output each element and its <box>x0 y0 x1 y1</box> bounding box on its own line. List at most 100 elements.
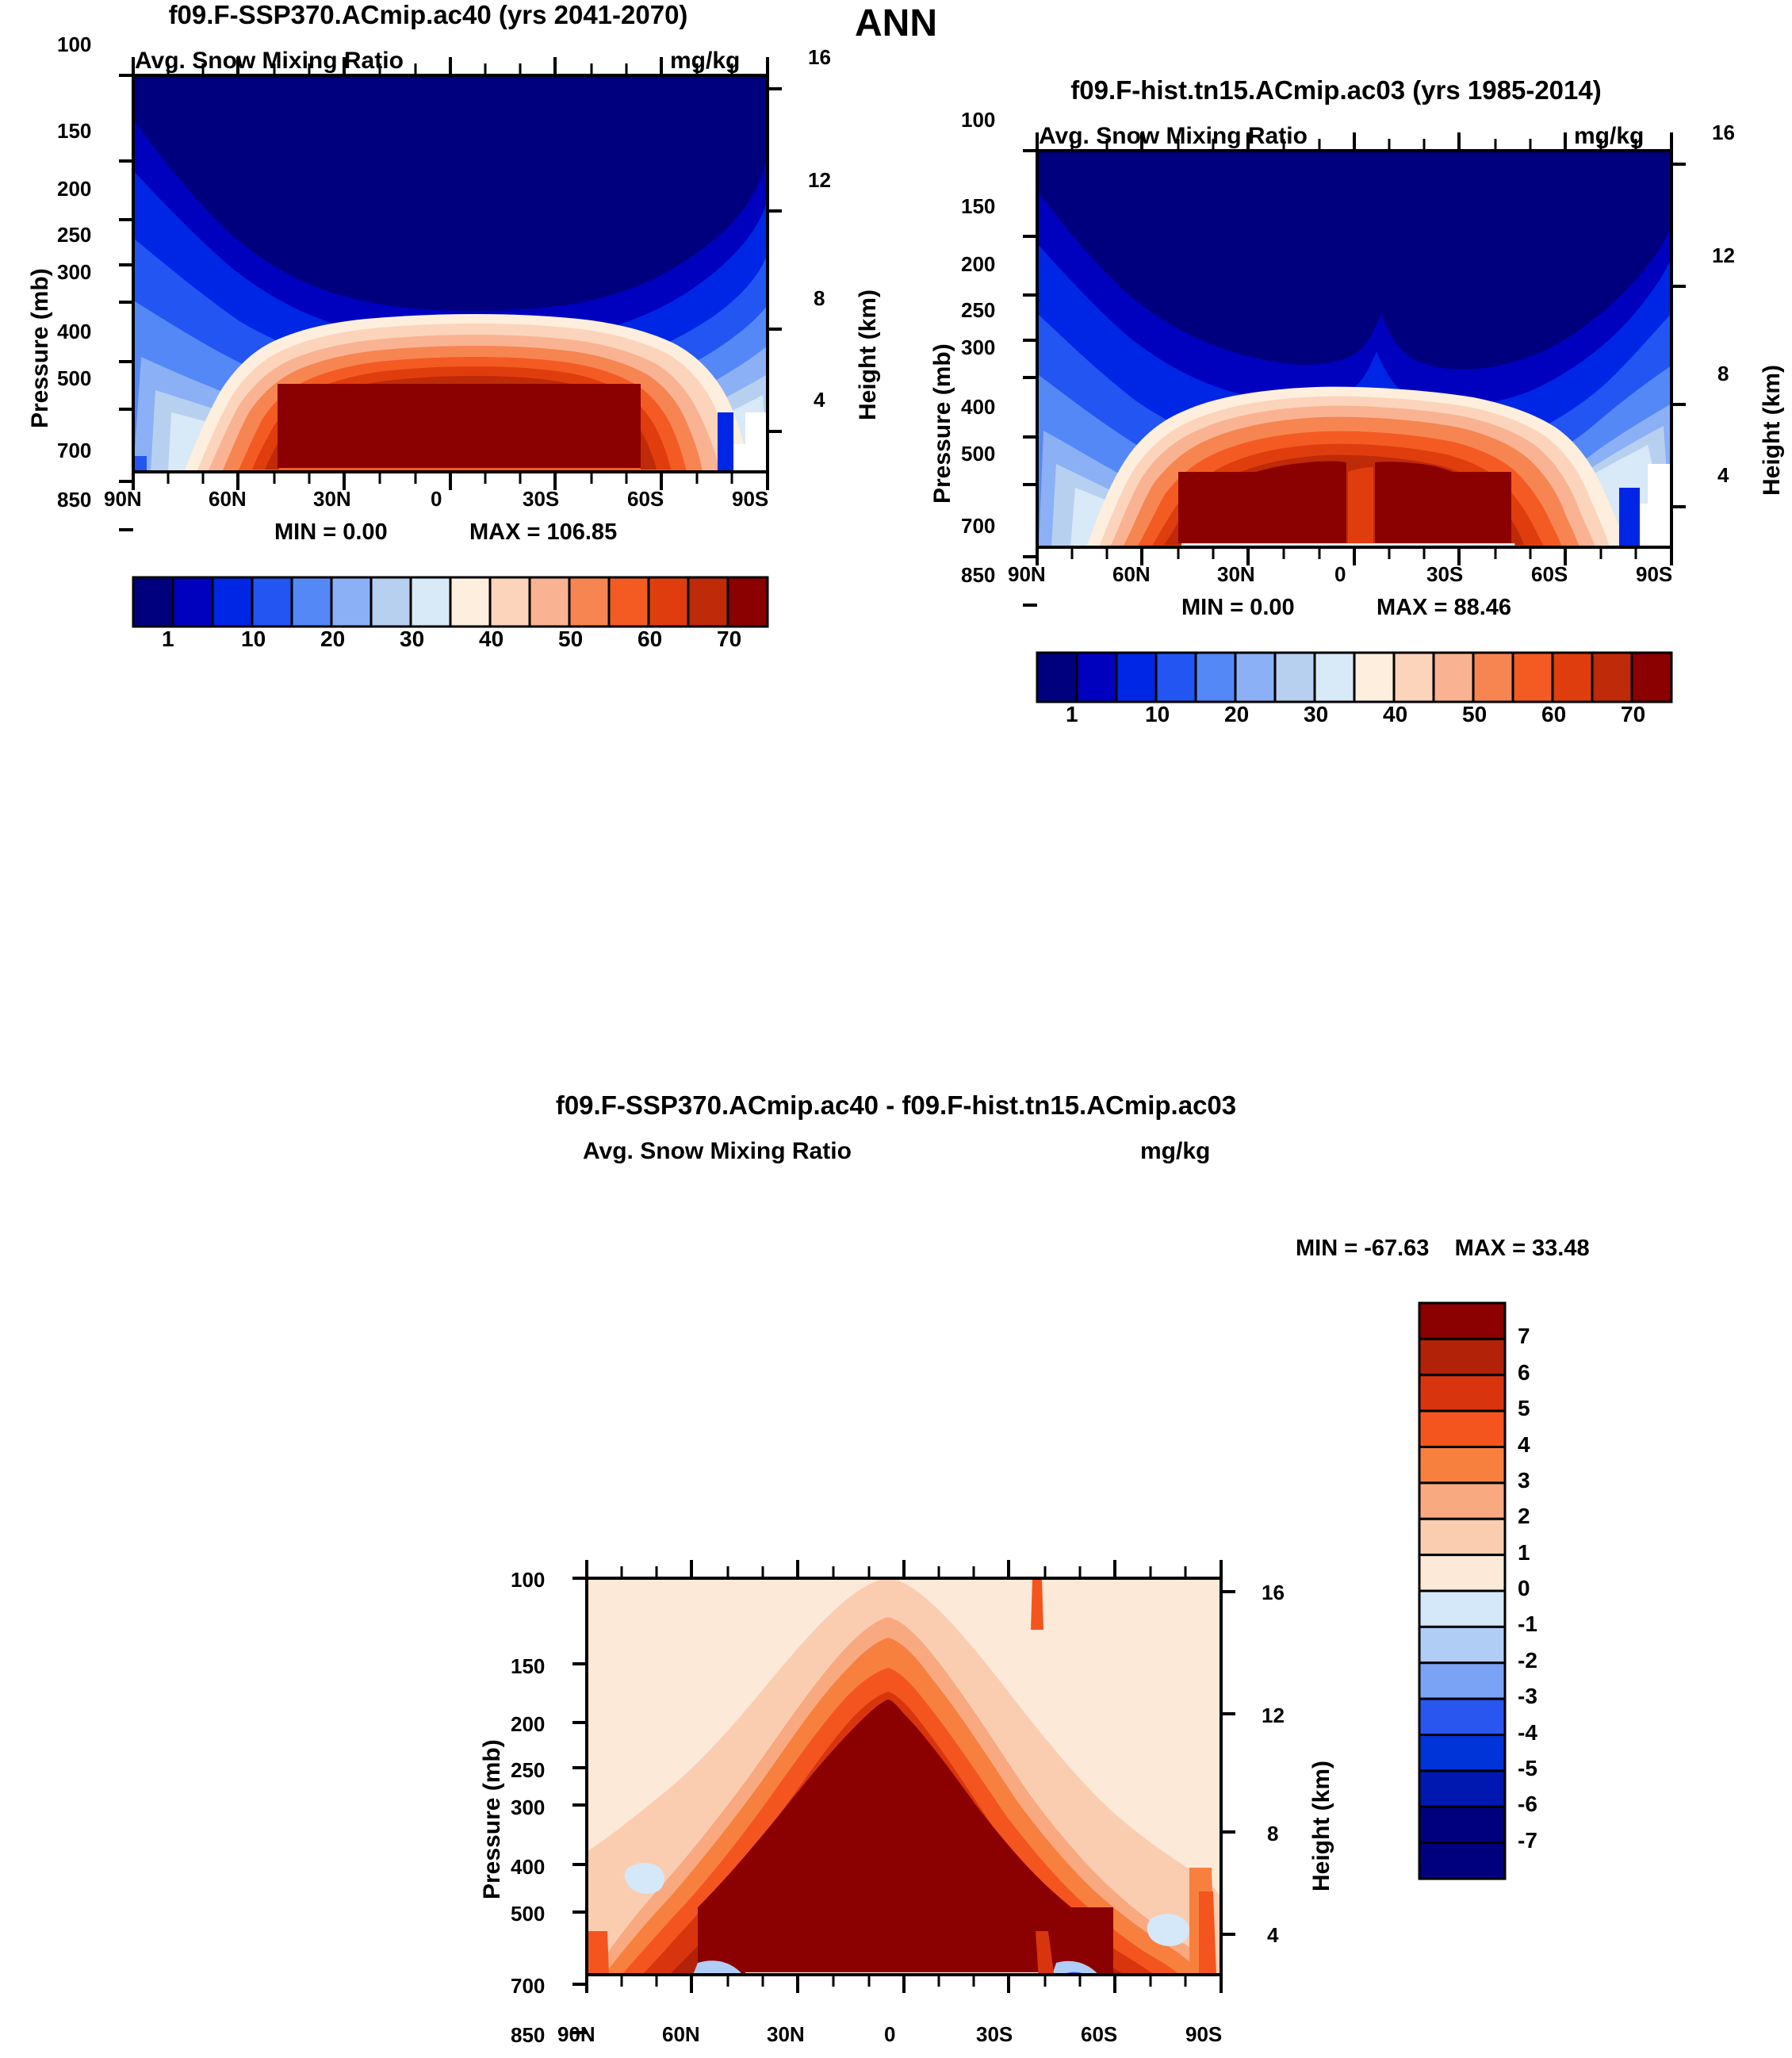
panel-top-right-plot <box>1023 132 1686 607</box>
panel-top-right-title: f09.F-hist.tn15.ACmip.ac03 (yrs 1985-201… <box>1070 75 1602 105</box>
colorbar-cell <box>330 576 373 628</box>
y-tick-label: 100 <box>511 1568 546 1592</box>
panel-bottom-diff-minmax-label: MIN = -67.63 MAX = 33.48 <box>1296 1236 1590 1262</box>
colorbar-tick-label: 1 <box>1518 1539 1530 1565</box>
x-tick-label: 90S <box>732 487 769 511</box>
colorbar-cell <box>528 576 571 628</box>
colorbar-cell <box>251 576 293 628</box>
x-tick-label: 30N <box>1217 562 1255 586</box>
y2-tick-label: 16 <box>808 45 831 69</box>
colorbar-tick-label: -2 <box>1518 1647 1537 1673</box>
colorbar-tick-label: -4 <box>1518 1719 1537 1745</box>
colorbar-tick-label: -6 <box>1518 1792 1537 1817</box>
colorbar-cell <box>1630 651 1673 703</box>
colorbar-cell <box>1194 651 1237 703</box>
colorbar-cell <box>409 576 452 628</box>
colorbar-cell <box>1353 651 1396 703</box>
y-tick-label: 300 <box>511 1795 546 1819</box>
colorbar-tick-label: 1 <box>1066 702 1078 726</box>
colorbar-tick-label: -7 <box>1518 1827 1537 1853</box>
colorbar-tick-label: 5 <box>1518 1396 1530 1421</box>
colorbar-cell <box>1273 651 1316 703</box>
abs-colorbar-right-labels: 1 10 20 30 40 50 60 70 <box>896 702 1792 734</box>
y-tick-label: 250 <box>57 223 92 247</box>
y2-tick-label: 16 <box>1262 1581 1285 1604</box>
colorbar-tick-label: 0 <box>1518 1576 1530 1600</box>
figure-suptitle: ANN <box>855 2 937 44</box>
colorbar-tick-label: 70 <box>717 627 742 651</box>
colorbar-cell <box>370 576 412 628</box>
colorbar-cell <box>1418 1589 1507 1628</box>
colorbar-cell <box>1115 651 1158 703</box>
colorbar-tick-label: 50 <box>558 627 584 651</box>
colorbar-tick-label: 30 <box>400 627 425 651</box>
colorbar-tick-label: 20 <box>320 627 346 651</box>
colorbar-tick-label: 40 <box>479 627 504 651</box>
panel-top-right-units-label: mg/kg <box>1574 123 1645 149</box>
y-tick-label: 250 <box>961 298 996 322</box>
y-tick-label: 850 <box>57 488 92 512</box>
panel-top-right-variable-label: Avg. Snow Mixing Ratio <box>1039 123 1308 149</box>
panel-top-left-min-label: MIN = 0.00 <box>274 519 388 545</box>
x-tick-label: 60S <box>627 487 664 511</box>
colorbar-tick-label: 1 <box>162 627 174 651</box>
y2-tick-label: 4 <box>814 388 825 412</box>
colorbar-cell <box>1075 651 1118 703</box>
y-tick-label: 150 <box>57 119 92 143</box>
y2-tick-label: 12 <box>1262 1704 1285 1727</box>
y-tick-label: 100 <box>961 108 996 132</box>
x-tick-label: 90N <box>104 487 142 511</box>
colorbar-cell <box>132 576 174 628</box>
colorbar-cell <box>726 576 769 628</box>
panel-top-left-plot <box>119 57 782 531</box>
colorbar-tick-label: 20 <box>1224 702 1250 726</box>
abs-colorbar-left-labels: 1 10 20 30 40 50 60 70 <box>0 627 896 658</box>
colorbar-cell <box>290 576 333 628</box>
colorbar-tick-label: -3 <box>1518 1684 1537 1709</box>
x-tick-label: 0 <box>431 487 442 511</box>
panel-bottom-diff: f09.F-SSP370.ACmip.ac40 - f09.F-hist.tn1… <box>0 1090 1792 2047</box>
diff-colorbar-labels: 7 6 5 4 3 2 1 0 -1 -2 -3 -4 -5 -6 -7 <box>1411 1297 1602 1899</box>
panel-top-right-min-label: MIN = 0.00 <box>1181 595 1295 620</box>
panel-top-left-max-label: MAX = 106.85 <box>469 519 618 545</box>
colorbar-tick-label: 70 <box>1621 702 1646 726</box>
colorbar-cell <box>449 576 492 628</box>
panel-bottom-diff-min-label: MIN = -67.63 <box>1296 1236 1430 1261</box>
y-tick-label: 400 <box>511 1855 546 1879</box>
colorbar-cell <box>1392 651 1435 703</box>
colorbar-cell <box>607 576 650 628</box>
x-tick-label: 90S <box>1636 562 1673 586</box>
panel-top-left-units-label: mg/kg <box>670 48 741 74</box>
abs-colorbar-right <box>1036 651 1673 703</box>
colorbar-cell <box>1418 1625 1507 1665</box>
colorbar-cell <box>1313 651 1356 703</box>
y-tick-label: 200 <box>57 177 92 201</box>
colorbar-cell <box>568 576 611 628</box>
panel-bottom-diff-title: f09.F-SSP370.ACmip.ac40 - f09.F-hist.tn1… <box>555 1090 1237 1120</box>
colorbar-tick-label: 40 <box>1383 702 1408 726</box>
y2-tick-label: 8 <box>814 286 825 310</box>
colorbar-tick-label: 4 <box>1518 1431 1530 1457</box>
x-tick-label: 30N <box>313 487 351 511</box>
y-tick-label: 250 <box>511 1758 546 1782</box>
y-tick-label: 400 <box>961 395 996 419</box>
y-tick-label: 700 <box>961 514 996 538</box>
colorbar-cell <box>1551 651 1594 703</box>
y-tick-label: 200 <box>961 252 996 276</box>
y2-tick-label: 8 <box>1267 1822 1279 1845</box>
colorbar-cell <box>1418 1409 1507 1448</box>
y-tick-label: 850 <box>961 563 996 587</box>
colorbar-tick-label: 60 <box>638 627 663 651</box>
x-tick-label: 60N <box>1112 562 1151 586</box>
colorbar-cell <box>1036 651 1078 703</box>
colorbar-tick-label: 10 <box>241 627 266 651</box>
colorbar-cell <box>1432 651 1475 703</box>
colorbar-cell <box>647 576 690 628</box>
x-tick-label: 30S <box>1426 562 1464 586</box>
colorbar-tick-label: 30 <box>1304 702 1329 726</box>
colorbar-cell <box>1418 1697 1507 1736</box>
y2-tick-label: 8 <box>1717 362 1729 385</box>
y2-tick-label: 16 <box>1712 121 1735 144</box>
colorbar-tick-label: 7 <box>1518 1324 1530 1349</box>
colorbar-tick-label: 2 <box>1518 1504 1530 1529</box>
